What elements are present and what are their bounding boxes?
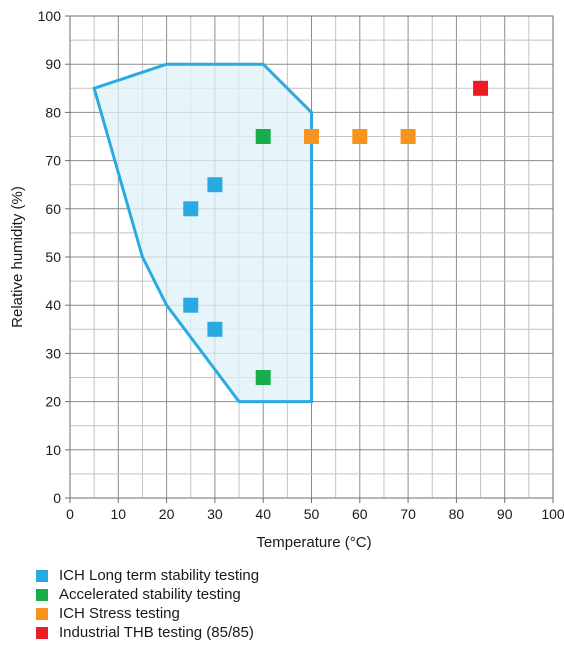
y-tick-label: 70: [45, 153, 61, 169]
legend-item: Industrial THB testing (85/85): [36, 623, 259, 642]
x-tick-label: 50: [304, 506, 320, 522]
x-tick-label: 40: [255, 506, 271, 522]
y-tick-label: 10: [45, 442, 61, 458]
y-tick-label: 90: [45, 56, 61, 72]
data-point-series-1: [255, 370, 271, 385]
legend-label: ICH Long term stability testing: [59, 567, 260, 584]
data-point-series-0: [183, 201, 199, 217]
x-tick-label: 70: [400, 506, 416, 522]
legend-swatch: [36, 569, 48, 582]
x-tick-label: 60: [352, 506, 368, 522]
data-points: [183, 80, 489, 385]
x-tick-label: 20: [159, 506, 175, 522]
legend-label: Accelerated stability testing: [59, 586, 241, 603]
legend-label: ICH Stress testing: [59, 605, 180, 622]
x-axis-label: Temperature (°C): [256, 534, 371, 551]
legend-label: Industrial THB testing (85/85): [59, 624, 254, 641]
data-point-series-2: [304, 129, 319, 144]
region-polygon: [92, 62, 313, 404]
legend-item: ICH Long term stability testing: [36, 566, 259, 585]
x-tick-label: 10: [111, 506, 127, 522]
x-tick-label: 90: [497, 506, 513, 522]
data-point-series-0: [207, 177, 223, 193]
legend-swatch: [36, 626, 48, 639]
data-point-series-2: [400, 129, 416, 144]
y-tick-label: 20: [45, 394, 61, 410]
legend-item: Accelerated stability testing: [36, 585, 259, 604]
y-tick-label: 50: [45, 249, 61, 265]
data-point-series-1: [255, 129, 271, 144]
legend-item: ICH Stress testing: [36, 604, 259, 623]
legend: ICH Long term stability testing Accelerat…: [36, 566, 259, 642]
data-point-series-0: [183, 297, 199, 313]
legend-swatch: [36, 607, 48, 620]
x-tick-label: 100: [541, 506, 564, 522]
y-tick-label: 40: [45, 297, 61, 313]
x-tick-labels: 0 10 20 30 40 50 60 70 80 90 100: [66, 498, 564, 522]
y-tick-labels: 0 10 20 30 40 50 60 70 80 90 100: [38, 8, 70, 506]
data-point-series-3: [473, 80, 489, 96]
legend-swatch: [36, 588, 48, 601]
data-point-series-0: [207, 321, 223, 337]
y-tick-label: 100: [38, 8, 62, 24]
x-tick-label: 80: [449, 506, 465, 522]
y-tick-label: 80: [45, 104, 61, 120]
y-tick-label: 60: [45, 201, 61, 217]
y-axis-label: Relative humidity (%): [9, 186, 26, 328]
x-tick-label: 0: [66, 506, 74, 522]
y-tick-label: 0: [53, 490, 61, 506]
x-tick-label: 30: [207, 506, 223, 522]
chart: 0 10 20 30 40 50 60 70 80 90 100 0 10 20 30 40 50 60 70 80…: [9, 8, 564, 551]
y-tick-label: 30: [45, 345, 61, 361]
data-point-series-2: [352, 129, 368, 144]
